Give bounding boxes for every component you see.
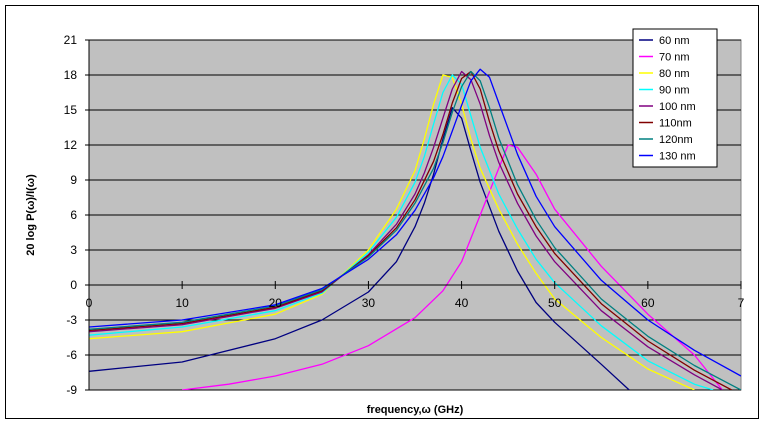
series-lines xyxy=(89,68,741,390)
axes xyxy=(85,39,742,391)
x-tick-label: 60 xyxy=(641,296,655,310)
x-tick-label: 10 xyxy=(175,296,189,310)
y-tick-label: 3 xyxy=(70,243,77,257)
legend-entry: 130 nm xyxy=(659,151,696,163)
x-tick-label: 0 xyxy=(86,296,93,310)
y-tick-label: 15 xyxy=(64,103,78,117)
x-tick-label: 20 xyxy=(269,296,283,310)
x-axis-label: frequency,ω (GHz) xyxy=(367,404,464,416)
legend-box xyxy=(632,28,718,168)
legend-entry: 100 nm xyxy=(659,101,696,113)
y-tick-label: 0 xyxy=(70,278,77,292)
y-tick-label: -6 xyxy=(66,348,77,362)
legend-entry: 70 nm xyxy=(659,52,690,64)
y-tick-label: 6 xyxy=(70,208,77,222)
legend: 60 nm 70 nm 80 nm 90 nm 100 nm 110nm 120nm 130 … xyxy=(632,28,718,168)
legend-entry: 110nm xyxy=(659,118,692,130)
y-tick-label: 9 xyxy=(70,173,77,187)
series-line xyxy=(89,107,630,390)
legend-entry: 60 nm xyxy=(659,35,690,47)
legend-entry: 80 nm xyxy=(659,68,690,80)
legend-entry: 90 nm xyxy=(659,85,690,97)
y-tick-label: -9 xyxy=(66,383,77,397)
series-line xyxy=(182,144,723,390)
y-tick-label: -3 xyxy=(66,313,77,327)
x-tick-label: 7 xyxy=(738,296,745,310)
legend-entry: 120nm xyxy=(659,134,693,146)
y-tick-label: 21 xyxy=(64,33,78,47)
y-tick-label: 12 xyxy=(64,138,78,152)
series-line xyxy=(89,68,741,377)
x-tick-label: 30 xyxy=(362,296,376,310)
x-tick-label: 50 xyxy=(548,296,562,310)
y-axis-label: 20 log P(ω)/I(ω) xyxy=(25,174,37,256)
x-tick-label: 40 xyxy=(455,296,469,310)
y-tick-label: 18 xyxy=(64,68,78,82)
